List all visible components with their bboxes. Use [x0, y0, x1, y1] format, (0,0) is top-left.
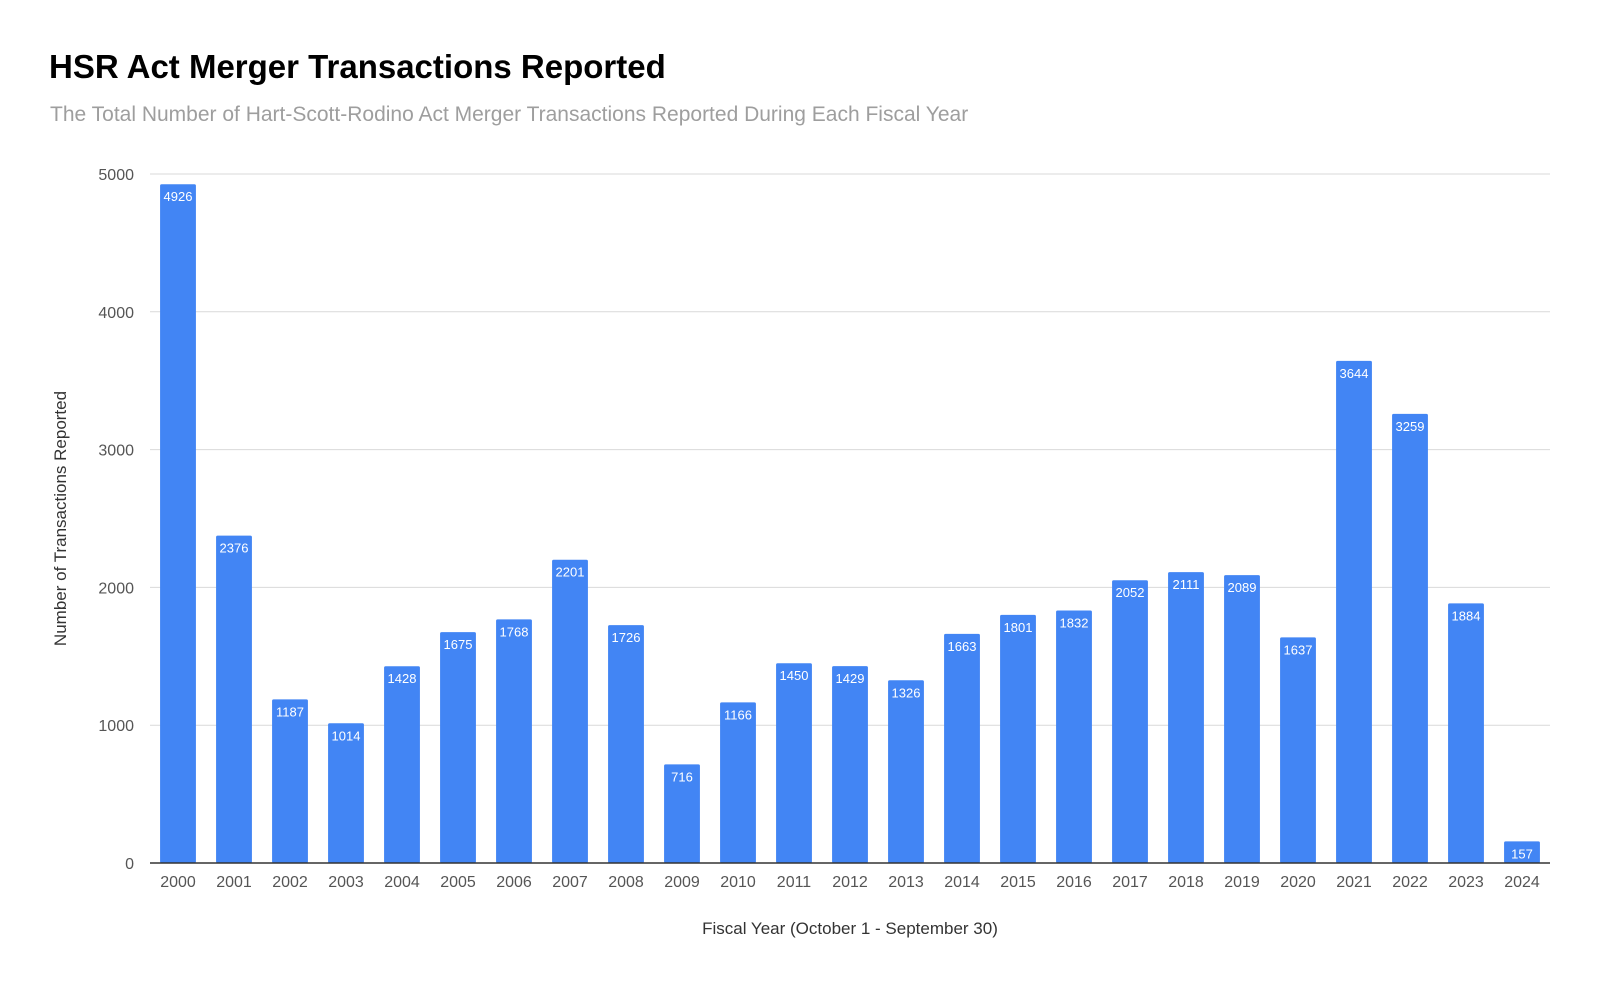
bar: [272, 699, 308, 863]
bar-value-label: 1187: [276, 704, 304, 719]
bar: [888, 680, 924, 863]
bar-value-label: 1832: [1060, 616, 1089, 631]
x-axis-ticks: 2000 2001 2002 2003 2004 2005 2006 2007 2008 2009…: [160, 874, 1540, 891]
bar-value-label: 4926: [164, 189, 193, 204]
bar: [608, 625, 644, 863]
bar: [1224, 575, 1260, 863]
bar-value-label: 1726: [612, 630, 641, 645]
bar-value-label: 1768: [500, 624, 529, 639]
bar: [1504, 841, 1540, 863]
bar: [1168, 572, 1204, 863]
x-tick-label: 2016: [1056, 874, 1092, 891]
x-tick-label: 2018: [1168, 874, 1204, 891]
x-tick-label: 2010: [720, 874, 756, 891]
x-tick-label: 2006: [496, 874, 532, 891]
bar: [216, 535, 252, 863]
x-tick-label: 2014: [944, 874, 980, 891]
bar-value-label: 2111: [1173, 577, 1200, 592]
bar-value-label: 1450: [780, 668, 809, 683]
x-tick-label: 2019: [1224, 874, 1260, 891]
x-tick-label: 2003: [328, 874, 364, 891]
x-tick-label: 2011: [777, 874, 812, 891]
bar-value-label: 1663: [948, 639, 977, 654]
x-tick-label: 2004: [384, 874, 420, 891]
x-tick-label: 2017: [1112, 874, 1148, 891]
bar: [384, 666, 420, 863]
y-axis-title: Number of Transactions Reported: [51, 391, 70, 646]
bar-value-label: 1166: [724, 707, 752, 722]
chart-title: HSR Act Merger Transactions Reported: [49, 48, 666, 85]
bar-value-label: 2052: [1116, 585, 1145, 600]
bar: [1056, 610, 1092, 863]
bar-value-label: 1326: [892, 685, 921, 700]
x-tick-label: 2013: [888, 874, 924, 891]
bar-value-label: 1675: [444, 637, 473, 652]
x-tick-label: 2022: [1392, 874, 1428, 891]
bar: [552, 559, 588, 863]
x-tick-label: 2015: [1000, 874, 1036, 891]
bar-value-label: 1884: [1452, 608, 1481, 623]
y-axis-ticks: 0 1000 2000 3000 4000 5000: [98, 167, 134, 873]
bar: [1448, 603, 1484, 863]
y-tick-label: 1000: [98, 718, 134, 735]
x-tick-label: 2005: [440, 874, 476, 891]
x-tick-label: 2002: [272, 874, 308, 891]
bar: [944, 633, 980, 863]
chart-subtitle: The Total Number of Hart-Scott-Rodino Ac…: [50, 103, 969, 126]
bar-value-label: 716: [671, 769, 693, 784]
bar: [832, 666, 868, 863]
y-tick-label: 2000: [98, 580, 134, 597]
bar-value-label: 1801: [1004, 620, 1033, 635]
y-tick-label: 3000: [98, 443, 134, 460]
bar: [1000, 614, 1036, 863]
bar: [1336, 360, 1372, 863]
x-tick-label: 2012: [832, 874, 868, 891]
x-tick-label: 2008: [608, 874, 644, 891]
x-tick-label: 2007: [552, 874, 588, 891]
bar-value-label: 3259: [1396, 419, 1425, 434]
bar-value-label: 1637: [1284, 642, 1313, 657]
x-tick-label: 2024: [1504, 874, 1540, 891]
x-tick-label: 2020: [1280, 874, 1316, 891]
x-axis-title: Fiscal Year (October 1 - September 30): [702, 919, 998, 938]
y-tick-label: 0: [125, 856, 134, 873]
bar: [440, 632, 476, 863]
x-tick-label: 2001: [216, 874, 252, 891]
bar-value-label: 2376: [220, 541, 249, 556]
bar: [1280, 637, 1316, 863]
x-tick-label: 2023: [1448, 874, 1484, 891]
x-tick-label: 2000: [160, 874, 196, 891]
data-labels: 4926 2376 1187 1014 1428 1675 1768 2201 1726 716 1…: [164, 189, 1533, 861]
x-tick-label: 2009: [664, 874, 700, 891]
bar-value-label: 2089: [1228, 580, 1257, 595]
bar: [160, 184, 196, 863]
bar-value-label: 157: [1511, 846, 1533, 861]
bar-value-label: 1429: [836, 671, 865, 686]
bar: [328, 723, 364, 863]
bar-value-label: 1428: [388, 671, 417, 686]
bar: [776, 663, 812, 863]
bar-value-label: 3644: [1340, 366, 1369, 381]
bar-value-label: 1014: [332, 728, 361, 743]
bars: [160, 184, 1540, 863]
bar: [720, 702, 756, 863]
bar: [664, 764, 700, 863]
bar: [1392, 413, 1428, 863]
x-tick-label: 2021: [1336, 874, 1372, 891]
bar: [1112, 580, 1148, 863]
y-tick-label: 5000: [98, 167, 134, 184]
y-tick-label: 4000: [98, 305, 134, 322]
bar-value-label: 2201: [556, 565, 585, 580]
bar: [496, 619, 532, 863]
